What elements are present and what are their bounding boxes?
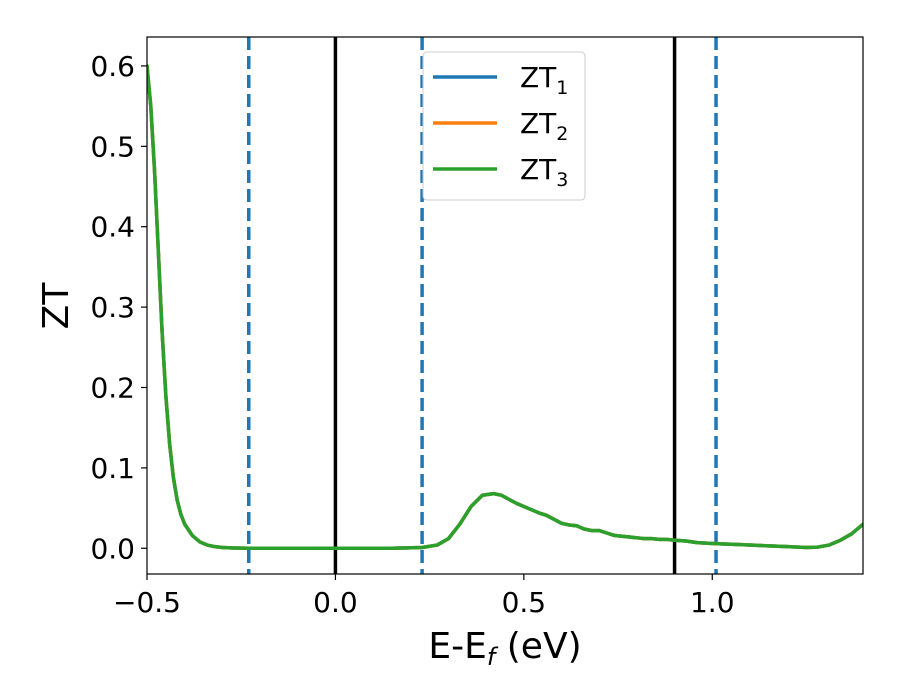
- legend-box: [422, 51, 586, 201]
- legend-label-zt1: ZT1: [520, 61, 568, 99]
- series-lines: [147, 64, 863, 551]
- y-tick-label: 0.1: [90, 452, 135, 485]
- y-tick-label: 0.0: [90, 532, 135, 565]
- y-tick-label: 0.5: [90, 130, 135, 163]
- legend-label-zt3: ZT3: [520, 153, 568, 191]
- reference-lines: [246, 37, 718, 574]
- plot-frame: [146, 36, 864, 575]
- y-axis-label: ZT: [36, 282, 77, 330]
- x-tick-label: 0.5: [502, 586, 547, 619]
- x-axis-ticks: −0.5 0.0 0.5 1.0: [113, 574, 735, 619]
- series-line-zt3: [147, 64, 863, 551]
- x-axis-label-main: E-E: [428, 626, 486, 667]
- y-axis-ticks: 0.0 0.1 0.2 0.3 0.4 0.5 0.6: [90, 50, 147, 565]
- y-tick-label: 0.6: [90, 50, 135, 83]
- x-tick-label: 0.0: [313, 586, 358, 619]
- y-tick-label: 0.4: [90, 211, 135, 244]
- x-tick-label: −0.5: [113, 586, 181, 619]
- x-axis-label-unit: (eV): [495, 626, 581, 667]
- x-tick-label: 1.0: [690, 586, 735, 619]
- legend-label-zt2: ZT2: [520, 107, 568, 145]
- x-axis-label: E-Ef (eV): [428, 626, 581, 671]
- y-tick-label: 0.2: [90, 371, 135, 404]
- y-tick-label: 0.3: [90, 291, 135, 324]
- legend: ZT1 ZT2 ZT3: [422, 51, 586, 201]
